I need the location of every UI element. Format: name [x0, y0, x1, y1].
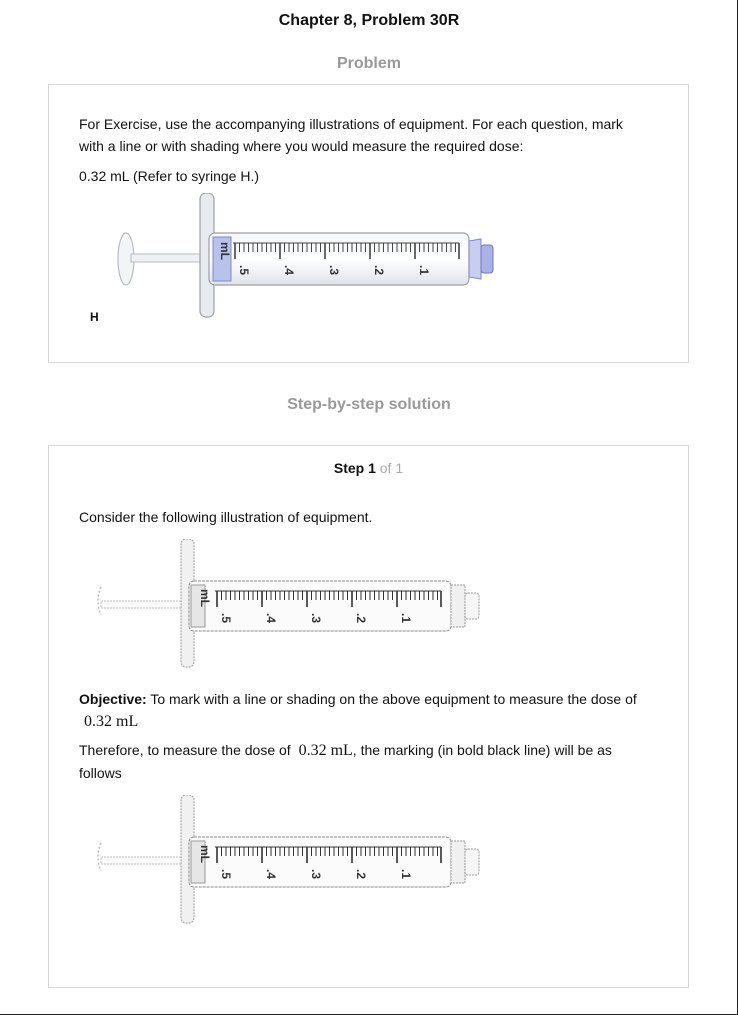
syringe-barrel: [188, 580, 452, 632]
therefore-pre: Therefore, to measure the dose of: [79, 742, 291, 758]
problem-text-line-2: with a line or with shading where you wo…: [79, 138, 524, 154]
objective-dose: 0.32 mL: [84, 713, 139, 730]
therefore-post: , the marking (in bold black line) will …: [352, 742, 612, 758]
scale-label-0-2: .2: [354, 613, 368, 623]
solution-intro: Consider the following illustration of e…: [79, 509, 373, 525]
figure-label-h: H: [90, 310, 99, 324]
scale-label-0-1: .1: [399, 613, 413, 623]
step-indicator: Step 1 of 1: [49, 460, 688, 476]
solution-heading: Step-by-step solution: [287, 396, 451, 413]
scale-label-0-4: .4: [264, 613, 278, 623]
luer-tip: [480, 244, 494, 274]
syringe-illustration-2: mL .5 .4 .3 .2 .1: [97, 795, 480, 924]
needle-hub: [450, 840, 466, 884]
plunger-stopper: [212, 236, 232, 282]
objective-text: To mark with a line or shading on the ab…: [150, 691, 637, 707]
needle-hub: [450, 584, 466, 628]
objective-line: Objective: To mark with a line or shadin…: [79, 688, 637, 710]
scale-label-0-1: .1: [399, 869, 413, 879]
therefore-dose: 0.32 mL: [298, 742, 353, 759]
needle-hub: [468, 238, 482, 280]
scale-unit-label: mL: [198, 845, 212, 863]
objective-label: Objective:: [79, 691, 147, 707]
scale-label-0-5: .5: [219, 613, 233, 623]
scale-label-0-3: .3: [327, 265, 341, 275]
scale-label-0-3: .3: [309, 869, 323, 879]
scale-label-0-2: .2: [354, 869, 368, 879]
scale-label-0-5: .5: [237, 265, 251, 275]
problem-text-line-1: For Exercise, use the accompanying illus…: [79, 116, 623, 132]
scale-label-0-1: .1: [417, 265, 431, 275]
scale-unit-label: mL: [218, 242, 232, 260]
luer-tip: [464, 592, 480, 620]
problem-dose-text: 0.32 mL (Refer to syringe H.): [79, 168, 259, 184]
step-number: Step 1: [333, 460, 376, 476]
syringe-h-illustration: mL .5 .4 .3 .2 .1: [117, 193, 494, 318]
problem-card: For Exercise, use the accompanying illus…: [48, 84, 689, 363]
page-title: Chapter 8, Problem 30R: [278, 12, 460, 29]
therefore-end: follows: [79, 765, 122, 781]
syringe-scale: [215, 846, 442, 863]
syringe-barrel: [208, 232, 470, 286]
syringe-scale: [233, 242, 460, 259]
scale-unit-label: mL: [198, 589, 212, 607]
syringe-illustration-1: mL .5 .4 .3 .2 .1: [97, 539, 480, 668]
scale-ticks: [234, 243, 460, 259]
scale-label-0-3: .3: [309, 613, 323, 623]
syringe-scale: [215, 590, 442, 607]
solution-card: Step 1 of 1 Consider the following illus…: [48, 445, 689, 988]
problem-heading: Problem: [336, 55, 401, 72]
scale-label-0-2: .2: [372, 265, 386, 275]
therefore-line: Therefore, to measure the dose of 0.32 m…: [79, 739, 612, 762]
scale-label-0-5: .5: [219, 869, 233, 879]
luer-tip: [464, 848, 480, 876]
scale-label-0-4: .4: [264, 869, 278, 879]
scale-label-0-4: .4: [282, 265, 296, 275]
step-total: of 1: [379, 460, 404, 476]
syringe-barrel: [188, 836, 452, 888]
